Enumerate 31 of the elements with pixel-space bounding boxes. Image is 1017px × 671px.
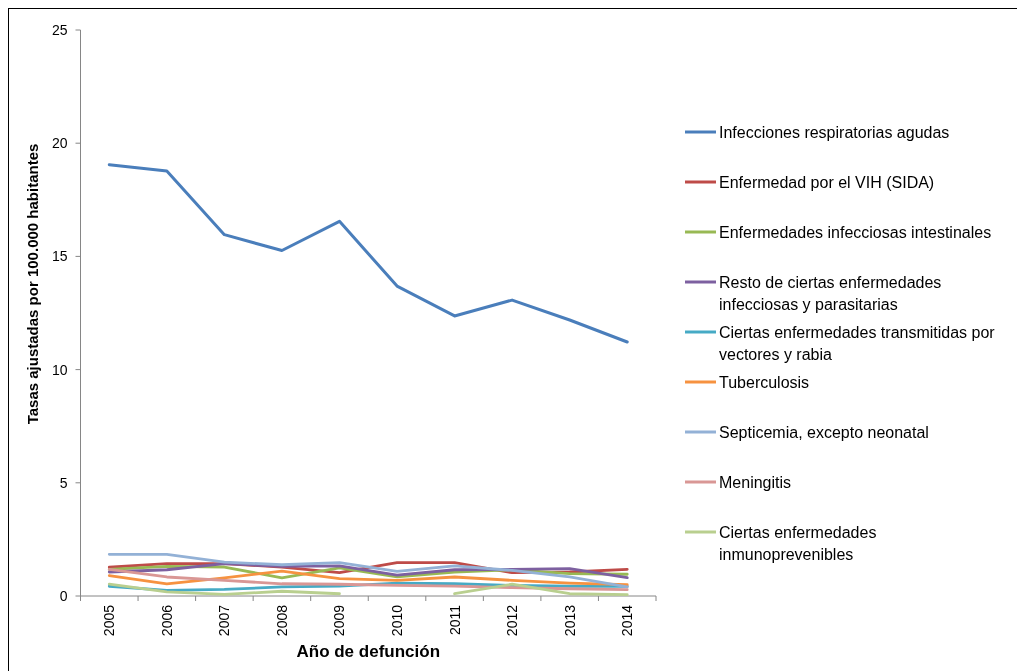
legend-label: Resto de ciertas enfermedades infecciosas y parasitarias	[719, 273, 942, 313]
y-axis-title: Tasas ajustadas por 100.000 habitantes	[24, 143, 41, 425]
x-tick-label: 2011	[446, 604, 463, 636]
y-tick-label: 10	[51, 361, 68, 378]
legend-label: Enfermedades infecciosas intestinales	[719, 223, 992, 241]
y-tick-label: 0	[59, 587, 68, 604]
x-tick-label: 2008	[273, 604, 290, 637]
x-tick-label: 2010	[389, 604, 406, 637]
line-series	[107, 569, 629, 587]
y-tick-label: 15	[51, 248, 68, 265]
x-tick-label: 2007	[216, 604, 233, 637]
legend-label: Enfermedad por el VIH (SIDA)	[719, 173, 935, 191]
x-tick-label: 2009	[331, 604, 348, 637]
legend-label: Ciertas enfermedades inmunoprevenibles	[719, 523, 877, 563]
y-tick-label: 25	[51, 21, 68, 38]
line-series	[107, 552, 629, 589]
legend-label: Septicemia, excepto neonatal	[719, 423, 929, 441]
line-series	[107, 567, 629, 592]
legend-label: Tuberculosis	[719, 373, 810, 391]
y-tick-label: 20	[51, 135, 68, 152]
x-axis-title: Año de defunción	[296, 642, 441, 661]
x-tick-label: 2012	[504, 604, 521, 637]
legend-label: Infecciones respiratorias agudas	[719, 123, 950, 141]
y-tick-label: 5	[59, 474, 68, 491]
legend-label: Meningitis	[719, 473, 792, 491]
x-tick-label: 2014	[619, 604, 636, 637]
legend-label: Ciertas enfermedades transmitidas por vectores y rabia	[719, 323, 996, 363]
line-series	[107, 163, 629, 344]
x-tick-label: 2013	[561, 604, 578, 637]
x-tick-label: 2006	[158, 604, 175, 637]
x-tick-label: 2005	[101, 604, 118, 637]
